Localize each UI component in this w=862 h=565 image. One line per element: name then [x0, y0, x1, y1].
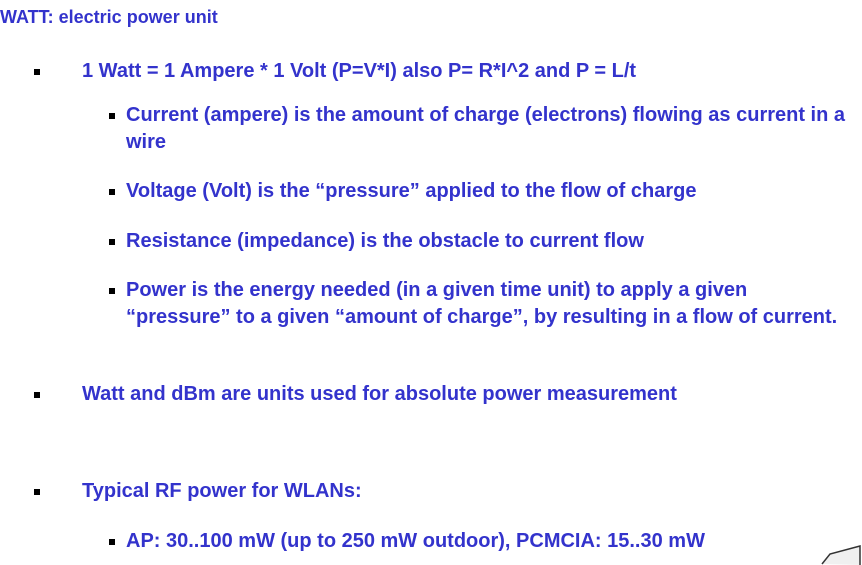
sub-bullet-item-resistance: Resistance (impedance) is the obstacle t… [109, 228, 856, 255]
bullet-text: Typical RF power for WLANs: [82, 480, 362, 502]
bullet-text: Voltage (Volt) is the “pressure” applied… [126, 180, 697, 202]
bullet-text: Watt and dBm are units used for absolute… [82, 383, 677, 405]
sub-bullet-item-ap-power: AP: 30..100 mW (up to 250 mW outdoor), P… [109, 528, 856, 555]
bullet-item-watt-dbm: Watt and dBm are units used for absolute… [34, 381, 852, 408]
slide-title: WATT: electric power unit [0, 7, 218, 27]
square-bullet-icon [109, 189, 115, 195]
sub-bullet-item-current: Current (ampere) is the amount of charge… [109, 102, 856, 156]
bullet-text: Power is the energy needed (in a given t… [126, 279, 838, 328]
square-bullet-icon [109, 113, 115, 119]
bullet-text: Current (ampere) is the amount of charge… [126, 104, 846, 153]
square-bullet-icon [34, 392, 40, 398]
bullet-text: 1 Watt = 1 Ampere * 1 Volt (P=V*I) also … [82, 60, 637, 82]
device-illustration-icon [821, 545, 861, 565]
bullet-item-typical-rf-power: Typical RF power for WLANs: [34, 478, 852, 505]
sub-bullet-item-voltage: Voltage (Volt) is the “pressure” applied… [109, 178, 856, 205]
bullet-text: AP: 30..100 mW (up to 250 mW outdoor), P… [126, 530, 705, 552]
sub-bullet-item-power: Power is the energy needed (in a given t… [109, 277, 846, 331]
bullet-text: Resistance (impedance) is the obstacle t… [126, 230, 644, 252]
square-bullet-icon [109, 539, 115, 545]
square-bullet-icon [109, 288, 115, 294]
square-bullet-icon [34, 69, 40, 75]
square-bullet-icon [109, 239, 115, 245]
bullet-item-watt-definition: 1 Watt = 1 Ampere * 1 Volt (P=V*I) also … [34, 58, 852, 85]
square-bullet-icon [34, 489, 40, 495]
